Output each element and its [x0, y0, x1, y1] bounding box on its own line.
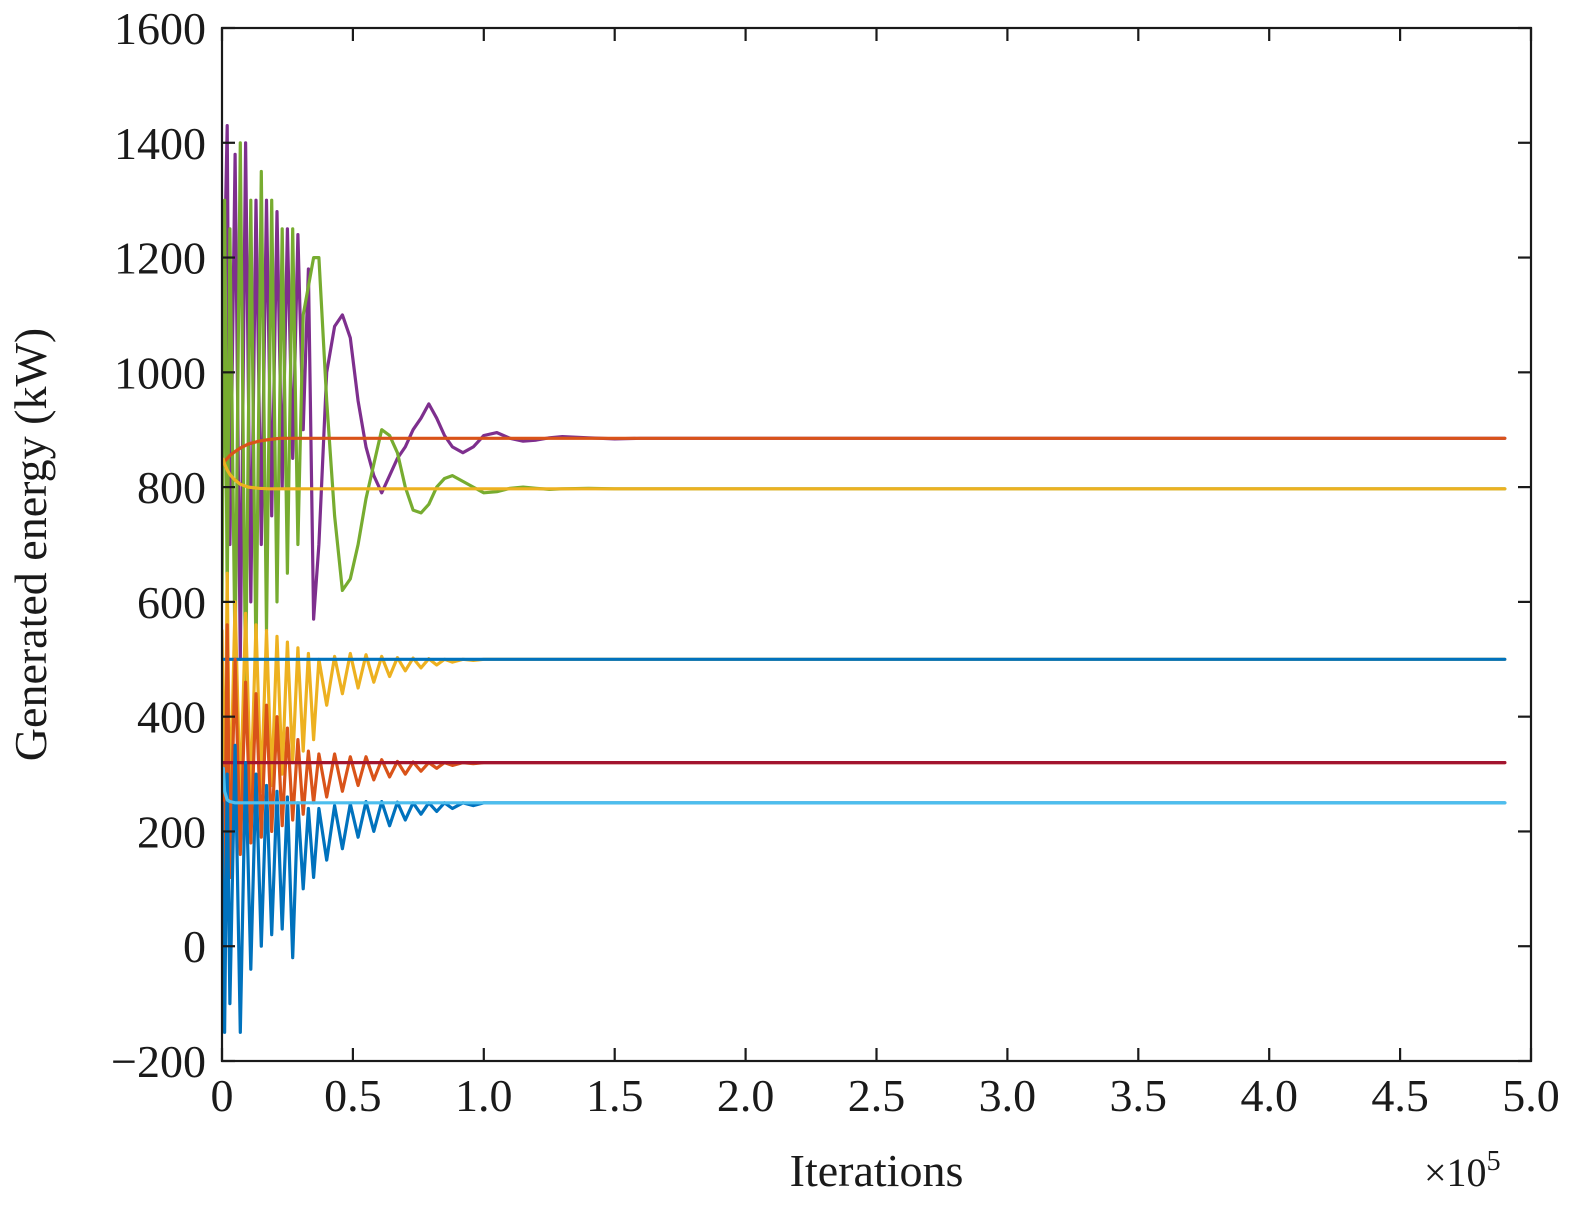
x-tick-label: 1.0	[455, 1070, 513, 1121]
x-tick-label: 2.5	[848, 1070, 906, 1121]
y-tick-label: 1200	[114, 233, 206, 284]
y-tick-label: 0	[183, 921, 206, 972]
x-axis-title: Iterations	[790, 1145, 964, 1196]
x-tick-label: 0	[211, 1070, 234, 1121]
series-line-10	[222, 766, 1507, 805]
y-tick-label: 1000	[114, 347, 206, 398]
y-tick-label: 1600	[114, 3, 206, 54]
x-tick-label: 2.0	[717, 1070, 775, 1121]
x-multiplier-base: ×10	[1424, 1150, 1487, 1195]
series-line-7	[222, 623, 1507, 891]
y-tick-label: 800	[137, 462, 206, 513]
x-tick-label: 3.0	[979, 1070, 1037, 1121]
x-tick-label: 0.5	[324, 1070, 382, 1121]
x-tick-label: 5.0	[1502, 1070, 1560, 1121]
series-line-5	[222, 571, 1507, 833]
x-tick-label: 1.5	[586, 1070, 644, 1121]
y-tick-label: 200	[137, 806, 206, 857]
series-line-4	[222, 456, 1507, 491]
series-layer	[222, 124, 1507, 1034]
x-axis-multiplier: ×105	[1424, 1146, 1501, 1195]
series-line-9	[222, 743, 1507, 1034]
y-axis-title: Generated energy (kW)	[5, 328, 56, 761]
y-tick-label: −200	[111, 1036, 206, 1087]
x-tick-label: 4.0	[1240, 1070, 1298, 1121]
plot-frame	[220, 26, 1533, 1063]
x-multiplier-exponent: 5	[1487, 1146, 1501, 1177]
y-tick-label: 600	[137, 577, 206, 628]
y-tick-label: 1400	[114, 118, 206, 169]
y-tick-label: 400	[137, 692, 206, 743]
ticks-layer: 0 0.5 1.0 1.5 2.0 2.5 3.0 3.5 4.0 4.5 5.0−20002004…	[111, 3, 1560, 1121]
series-line-1	[222, 124, 1507, 661]
x-tick-label: 4.5	[1371, 1070, 1429, 1121]
series-line-3	[222, 436, 1507, 466]
series-line-2	[222, 141, 1507, 690]
x-tick-label: 3.5	[1110, 1070, 1168, 1121]
